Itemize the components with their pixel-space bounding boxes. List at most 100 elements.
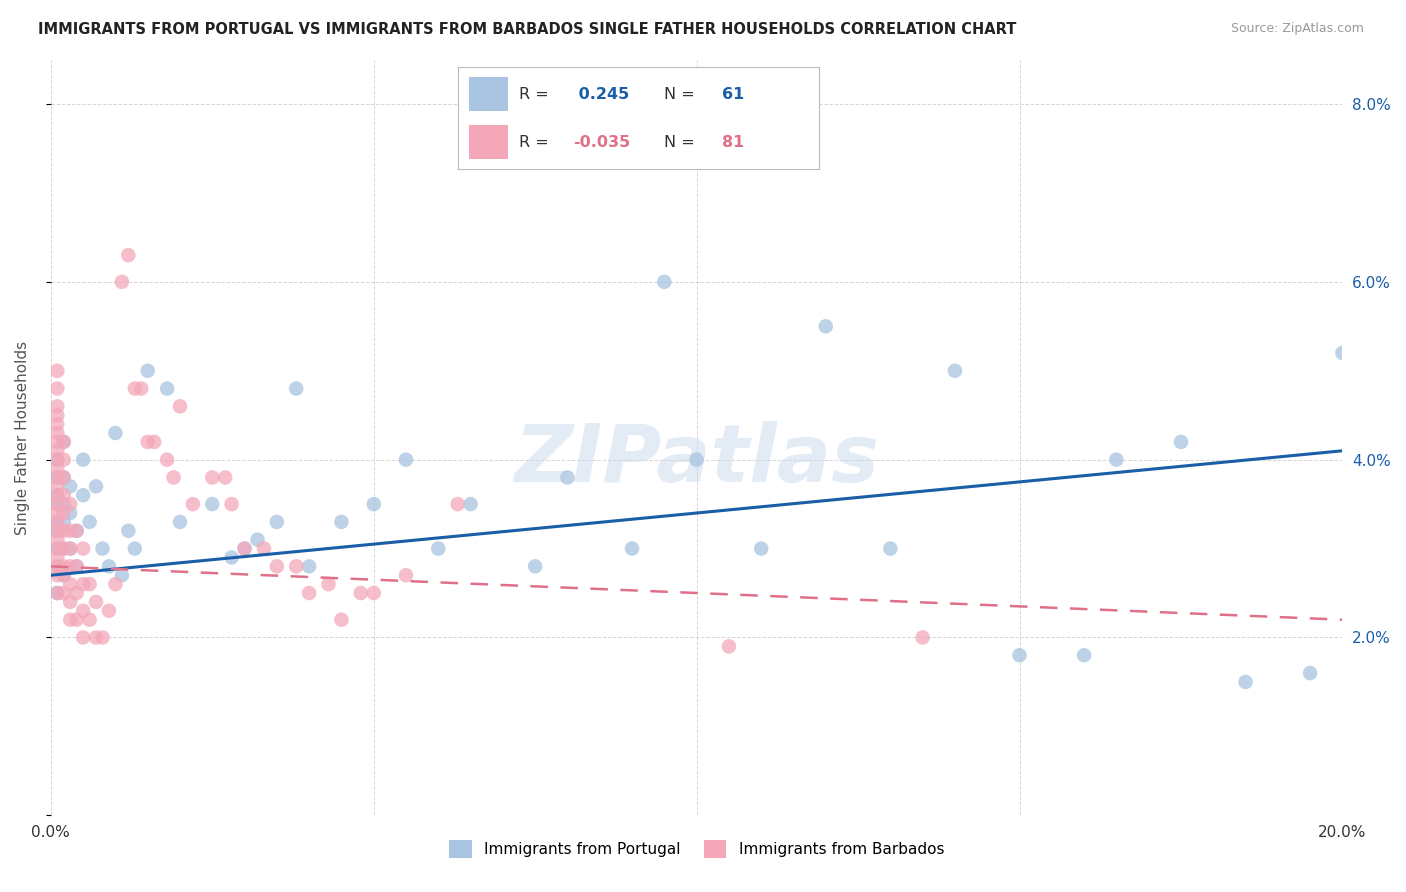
- Point: [749, 541, 772, 556]
- Y-axis label: Single Father Households: Single Father Households: [15, 341, 30, 534]
- Point: [59, 559, 82, 574]
- Point: [169, 515, 191, 529]
- Point: [52, 488, 75, 502]
- Point: [879, 541, 901, 556]
- Point: [214, 470, 236, 484]
- Point: [111, 275, 134, 289]
- Point: [72, 452, 94, 467]
- Point: [59, 479, 82, 493]
- Point: [395, 452, 418, 467]
- Point: [156, 452, 179, 467]
- Text: ZIPatlas: ZIPatlas: [515, 421, 879, 500]
- Point: [52, 452, 75, 467]
- Point: [46, 443, 69, 458]
- Point: [72, 541, 94, 556]
- Point: [143, 434, 166, 449]
- Point: [201, 470, 224, 484]
- Point: [52, 515, 75, 529]
- Point: [52, 506, 75, 520]
- Point: [79, 613, 101, 627]
- Point: [136, 434, 159, 449]
- Point: [1299, 666, 1322, 681]
- Point: [717, 640, 740, 654]
- Point: [111, 568, 134, 582]
- Point: [1008, 648, 1031, 663]
- Point: [162, 470, 184, 484]
- Point: [46, 408, 69, 422]
- Point: [66, 613, 89, 627]
- Point: [46, 479, 69, 493]
- Point: [79, 515, 101, 529]
- Point: [46, 497, 69, 511]
- Point: [46, 497, 69, 511]
- Point: [156, 382, 179, 396]
- Point: [246, 533, 269, 547]
- Point: [46, 586, 69, 600]
- Point: [46, 452, 69, 467]
- Point: [46, 461, 69, 475]
- Point: [52, 541, 75, 556]
- Point: [124, 541, 146, 556]
- Point: [46, 488, 69, 502]
- Point: [117, 248, 139, 262]
- Point: [66, 559, 89, 574]
- Point: [46, 364, 69, 378]
- Point: [52, 541, 75, 556]
- Point: [52, 434, 75, 449]
- Point: [181, 497, 204, 511]
- Point: [72, 604, 94, 618]
- Point: [253, 541, 276, 556]
- Point: [46, 533, 69, 547]
- Point: [266, 559, 288, 574]
- Point: [943, 364, 966, 378]
- Point: [66, 524, 89, 538]
- Point: [59, 595, 82, 609]
- Point: [52, 568, 75, 582]
- Point: [117, 524, 139, 538]
- Point: [59, 497, 82, 511]
- Point: [52, 497, 75, 511]
- Point: [104, 425, 127, 440]
- Point: [66, 524, 89, 538]
- Point: [1105, 452, 1128, 467]
- Point: [72, 488, 94, 502]
- Point: [46, 382, 69, 396]
- Point: [46, 425, 69, 440]
- Point: [46, 400, 69, 414]
- Point: [298, 559, 321, 574]
- Point: [46, 524, 69, 538]
- Point: [79, 577, 101, 591]
- Point: [221, 550, 243, 565]
- Point: [72, 577, 94, 591]
- Point: [330, 515, 353, 529]
- Point: [52, 568, 75, 582]
- Point: [46, 488, 69, 502]
- Point: [233, 541, 256, 556]
- Point: [46, 586, 69, 600]
- Point: [363, 497, 385, 511]
- Point: [460, 497, 482, 511]
- Point: [318, 577, 340, 591]
- Point: [285, 559, 308, 574]
- Point: [136, 364, 159, 378]
- Point: [363, 586, 385, 600]
- Point: [221, 497, 243, 511]
- Point: [911, 631, 934, 645]
- Point: [52, 470, 75, 484]
- Point: [169, 400, 191, 414]
- Point: [46, 524, 69, 538]
- Point: [97, 559, 120, 574]
- Point: [46, 434, 69, 449]
- Point: [266, 515, 288, 529]
- Point: [46, 515, 69, 529]
- Point: [59, 541, 82, 556]
- Point: [1073, 648, 1095, 663]
- Point: [285, 382, 308, 396]
- Point: [66, 586, 89, 600]
- Point: [350, 586, 373, 600]
- Point: [1170, 434, 1192, 449]
- Point: [46, 550, 69, 565]
- Point: [298, 586, 321, 600]
- Point: [52, 559, 75, 574]
- Point: [46, 568, 69, 582]
